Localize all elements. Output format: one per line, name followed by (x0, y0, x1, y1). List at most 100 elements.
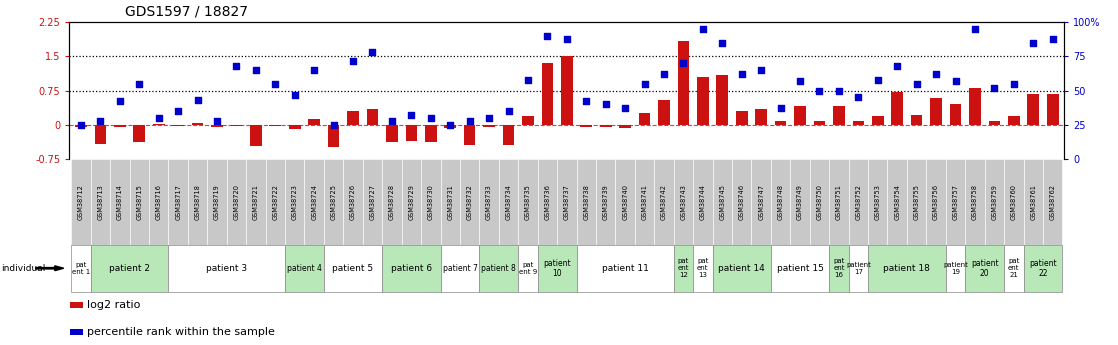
Text: GSM38737: GSM38737 (563, 184, 570, 220)
Text: patient 11: patient 11 (601, 264, 648, 273)
Bar (519, 159, 538, 245)
Bar (266, 159, 285, 245)
Bar (674, 245, 693, 292)
Text: GSM38720: GSM38720 (234, 184, 239, 220)
Bar (285, 159, 304, 245)
Text: GSM38726: GSM38726 (350, 184, 356, 220)
Bar (891, 92, 903, 125)
Bar (207, 159, 227, 245)
Text: GSM38751: GSM38751 (836, 184, 842, 220)
Bar (382, 159, 401, 245)
Point (519, 77, 537, 82)
Text: GSM38714: GSM38714 (117, 184, 123, 220)
Point (266, 81, 284, 87)
Point (616, 106, 634, 111)
Point (558, 36, 576, 41)
Text: GDS1597 / 18827: GDS1597 / 18827 (125, 5, 248, 19)
Point (577, 99, 595, 104)
Text: GSM38716: GSM38716 (155, 184, 162, 220)
Point (674, 60, 692, 66)
Text: GSM38732: GSM38732 (466, 184, 473, 220)
Bar (868, 159, 888, 245)
Bar (483, 125, 495, 127)
Bar (911, 115, 922, 125)
Bar (830, 245, 849, 292)
Bar (600, 125, 612, 127)
Bar (480, 245, 519, 292)
Point (889, 63, 907, 69)
Text: GSM38748: GSM38748 (778, 184, 784, 220)
Text: GSM38762: GSM38762 (1050, 184, 1055, 220)
Bar (464, 125, 475, 145)
Point (111, 99, 129, 104)
Bar (401, 159, 421, 245)
Bar (557, 159, 577, 245)
Bar (192, 123, 203, 125)
Text: GSM38753: GSM38753 (874, 184, 881, 220)
Bar (771, 159, 790, 245)
Point (927, 71, 945, 77)
Bar (965, 159, 985, 245)
Bar (717, 75, 728, 125)
Point (713, 40, 731, 46)
Bar (577, 159, 596, 245)
Bar (830, 159, 849, 245)
Bar (541, 63, 553, 125)
Text: GSM38759: GSM38759 (992, 184, 997, 220)
Text: pat
ent
16: pat ent 16 (833, 258, 845, 278)
Text: GSM38727: GSM38727 (369, 184, 376, 220)
Point (227, 63, 245, 69)
Bar (985, 159, 1004, 245)
Bar (72, 245, 91, 292)
Text: GSM38717: GSM38717 (176, 184, 181, 220)
Text: GSM38733: GSM38733 (486, 184, 492, 220)
Bar (227, 159, 246, 245)
Point (597, 101, 615, 107)
Bar (969, 88, 980, 125)
Bar (868, 245, 946, 292)
Text: GSM38744: GSM38744 (700, 184, 705, 220)
Bar (790, 159, 809, 245)
Text: GSM38760: GSM38760 (1011, 184, 1016, 220)
Bar (674, 159, 693, 245)
Point (811, 88, 828, 93)
Bar (269, 125, 281, 127)
Point (189, 97, 207, 103)
Text: GSM38719: GSM38719 (214, 184, 220, 220)
Bar (499, 159, 519, 245)
Bar (907, 159, 927, 245)
Text: patient 15: patient 15 (777, 264, 824, 273)
Bar (949, 104, 961, 125)
Text: GSM38746: GSM38746 (739, 184, 745, 220)
Text: patient 6: patient 6 (391, 264, 432, 273)
Bar (246, 159, 266, 245)
Point (421, 115, 439, 120)
Bar (946, 245, 965, 292)
Text: pat
ent
13: pat ent 13 (698, 258, 709, 278)
Bar (522, 117, 533, 125)
Point (383, 118, 401, 123)
Text: patient
17: patient 17 (846, 262, 871, 275)
Bar (111, 159, 130, 245)
Point (286, 92, 304, 97)
Point (1024, 40, 1042, 46)
Bar (580, 125, 593, 127)
Point (324, 122, 342, 127)
Text: GSM38761: GSM38761 (1031, 184, 1036, 220)
Bar (930, 98, 941, 125)
Text: GSM38741: GSM38741 (642, 184, 647, 220)
Text: GSM38757: GSM38757 (953, 184, 958, 220)
Bar (927, 159, 946, 245)
Bar (188, 159, 207, 245)
Text: percentile rank within the sample: percentile rank within the sample (86, 327, 274, 337)
Text: GSM38736: GSM38736 (544, 184, 550, 220)
Point (442, 122, 459, 127)
Point (169, 108, 187, 114)
Bar (459, 159, 480, 245)
Text: GSM38749: GSM38749 (797, 184, 803, 220)
Bar (503, 125, 514, 145)
Bar (654, 159, 674, 245)
Bar (444, 125, 456, 128)
Bar (1004, 245, 1023, 292)
Text: GSM38715: GSM38715 (136, 184, 142, 220)
